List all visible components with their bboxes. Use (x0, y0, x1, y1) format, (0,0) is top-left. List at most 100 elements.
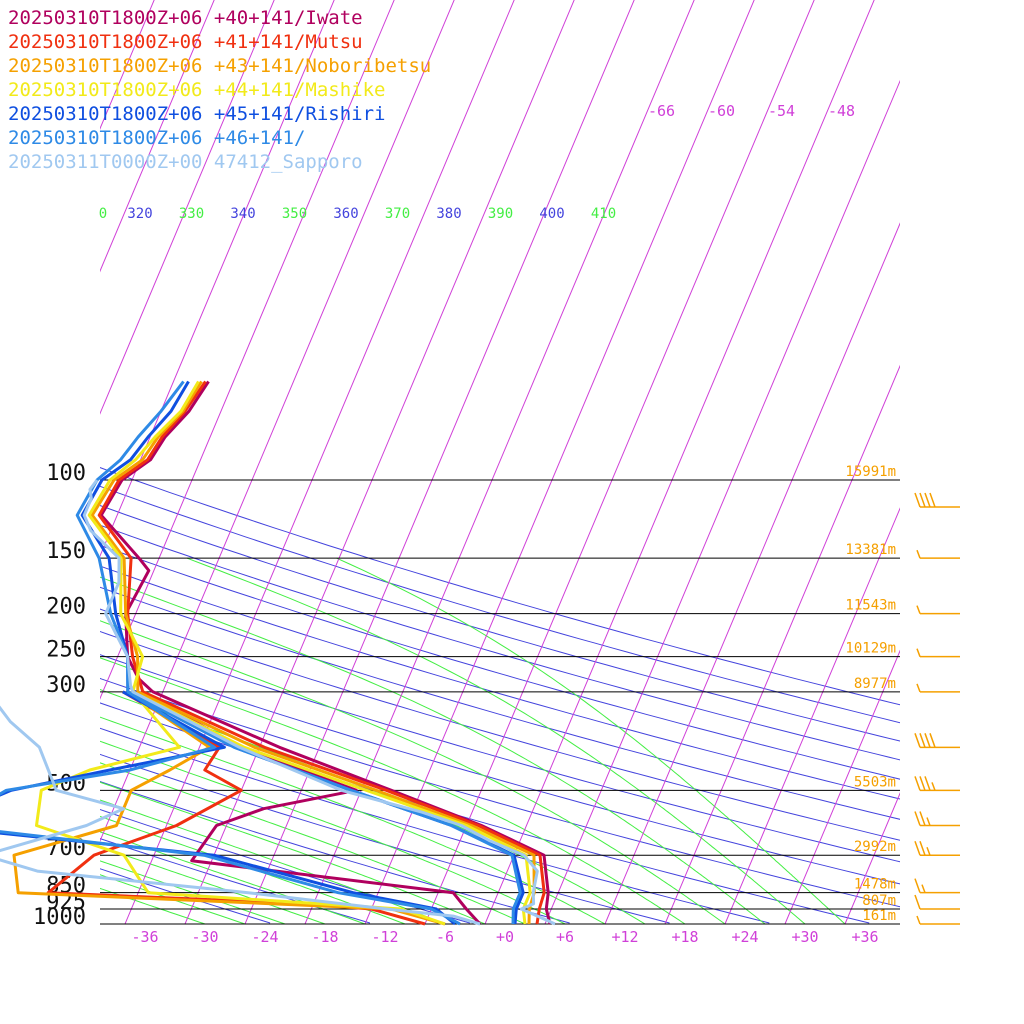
dewpoint-line (142, 690, 482, 926)
wind-barb-flag (914, 492, 921, 508)
isotherm-label: -48 (828, 102, 855, 120)
isotherm (484, 0, 875, 924)
moist-adiabat (100, 688, 646, 924)
wind-barb-flag (924, 776, 931, 791)
moist-adiabat (100, 874, 246, 924)
wind-barb-flag (929, 733, 936, 748)
wind-barb-flag (919, 840, 926, 856)
height-label: 807m (862, 893, 896, 909)
temperature-line (87, 380, 532, 925)
moist-adiabat (100, 762, 526, 924)
height-label: 2992m (854, 839, 896, 855)
height-label: 8977m (854, 676, 896, 692)
legend-entry: 20250310T1800Z+06 +43+141/Noboribetsu (8, 55, 432, 77)
wind-barb-flag (919, 733, 926, 748)
wind-barb-flag (916, 549, 921, 559)
temperature-tick: +0 (496, 928, 514, 946)
wind-barb-flag (924, 492, 931, 508)
dewpoint-line (12, 690, 446, 926)
dry-adiabat (100, 654, 900, 885)
moist-adiabat (336, 557, 846, 924)
theta-label: 410 (591, 206, 616, 222)
moist-adiabat (186, 557, 806, 924)
height-label: 15991m (845, 464, 896, 480)
temperature-tick: -12 (371, 928, 398, 946)
wind-barb-flag (914, 878, 921, 893)
moist-adiabat (100, 887, 206, 924)
temperature-tick: -24 (251, 928, 278, 946)
theta-label: 320 (127, 206, 152, 222)
theta-label: 380 (436, 206, 461, 222)
theta-label: 370 (385, 206, 410, 222)
temperature-tick: -36 (131, 928, 158, 946)
temperature-tick: +36 (851, 928, 878, 946)
isotherm (304, 0, 695, 924)
pressure-label: 200 (46, 595, 86, 620)
wind-barb-flag (914, 894, 921, 910)
temperature-tick: +12 (611, 928, 638, 946)
wind-barb-flag (916, 605, 921, 614)
isotherm (604, 222, 900, 924)
wind-barbs (914, 492, 960, 925)
dry-adiabat (100, 586, 900, 820)
dry-adiabat (100, 727, 770, 924)
isotherm (184, 0, 575, 924)
dry-adiabat (100, 630, 900, 863)
isotherm (544, 79, 900, 924)
dry-adiabat (100, 677, 900, 908)
legend-entry: 20250310T1800Z+06 +41+141/Mutsu (8, 31, 363, 53)
height-label: 13381m (845, 542, 896, 558)
temperature-tick: +24 (731, 928, 758, 946)
wind-barb-flag (929, 492, 936, 508)
height-label: 10129m (845, 641, 896, 657)
isotherm (100, 0, 275, 415)
isotherm-label: -60 (708, 102, 735, 120)
pressure-label: 1000 (33, 905, 86, 930)
theta-label: 350 (282, 206, 307, 222)
theta-label: 400 (539, 206, 564, 222)
dewpoint-line (0, 690, 461, 926)
wind-barb-flag (916, 683, 921, 693)
moist-adiabat (100, 740, 566, 924)
temperature-line (97, 380, 546, 925)
legend-entry: 20250310T1800Z+06 +40+141/Iwate (8, 7, 363, 29)
temperature-line (82, 479, 556, 926)
wind-barb-flag (926, 846, 931, 856)
theta-label: 340 (230, 206, 255, 222)
dewpoint-line (46, 690, 426, 926)
height-label: 11543m (845, 598, 896, 614)
isotherm (100, 0, 395, 700)
wind-barb-flag (916, 648, 921, 657)
height-label: 161m (862, 908, 896, 924)
wind-barb-flag (924, 733, 931, 748)
isotherm (664, 364, 900, 924)
isotherm (424, 0, 815, 924)
temperature-tick: +18 (671, 928, 698, 946)
temperature-tick: -6 (436, 928, 454, 946)
temperature-tick: -18 (311, 928, 338, 946)
isotherm (724, 507, 900, 924)
temperature-tick: +30 (791, 928, 818, 946)
isotherm (364, 0, 755, 924)
wind-barb-flag (919, 776, 926, 791)
isotherm-label: -54 (768, 102, 795, 120)
wind-barb-flag (921, 884, 926, 893)
moist-adiabat (100, 815, 406, 924)
wind-barb-flag (919, 492, 926, 508)
height-label: 5503m (854, 774, 896, 790)
moist-adiabat (100, 576, 766, 924)
height-label: 1478m (854, 877, 896, 893)
theta-label: 0 (99, 206, 107, 222)
wind-barb-flag (916, 915, 921, 925)
pressure-label: 250 (46, 638, 86, 663)
wind-barb-flag (914, 776, 921, 791)
legend-entry: 20250310T1800Z+06 +46+141/ (8, 127, 306, 149)
moist-adiabat (100, 657, 686, 924)
wind-barb-flag (926, 817, 931, 826)
wind-barb-flag (931, 782, 936, 791)
pressure-label: 300 (46, 673, 86, 698)
dewpoint-line (35, 690, 446, 926)
dry-adiabat (100, 565, 900, 800)
sounding-series (0, 380, 556, 926)
